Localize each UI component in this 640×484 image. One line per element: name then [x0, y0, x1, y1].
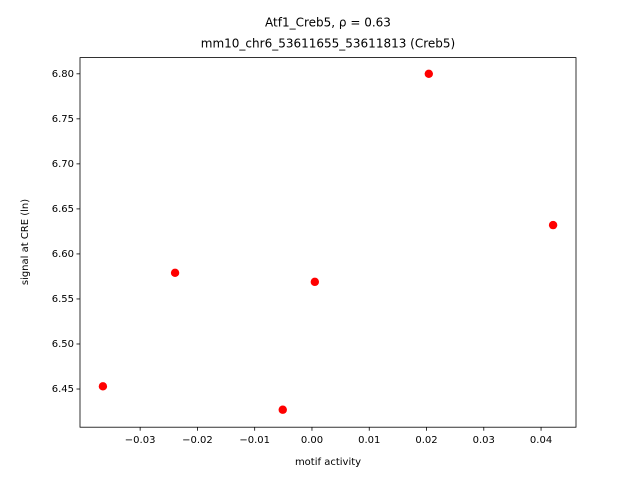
x-tick-label: −0.03: [125, 435, 156, 446]
y-axis-label: signal at CRE (ln): [20, 199, 31, 285]
y-tick-label: 6.45: [52, 384, 74, 395]
x-tick-label: 0.04: [530, 435, 552, 446]
x-tick-label: 0.00: [301, 435, 323, 446]
y-tick-label: 6.55: [52, 294, 74, 305]
y-tick-label: 6.50: [52, 339, 74, 350]
point: [278, 405, 287, 414]
x-axis-label: motif activity: [295, 457, 361, 468]
point: [98, 382, 108, 391]
plot-frame: [79, 57, 577, 428]
point: [424, 69, 434, 79]
x-tick-label: −0.01: [239, 435, 270, 446]
x-tick-label: 0.02: [415, 435, 437, 446]
x-tick-label: 0.03: [473, 435, 495, 446]
y-tick-label: 6.80: [52, 69, 74, 80]
y-tick-label: 6.60: [52, 249, 74, 260]
y-tick-label: 6.75: [52, 114, 74, 125]
point: [310, 277, 320, 287]
x-tick-label: −0.02: [182, 435, 213, 446]
chart-title: Atf1_Creb5, ρ = 0.63: [265, 16, 391, 30]
y-tick-label: 6.70: [52, 159, 74, 170]
chart-subtitle: mm10_chr6_53611655_53611813 (Creb5): [201, 37, 455, 51]
point: [170, 268, 180, 278]
x-tick-label: 0.01: [358, 435, 380, 446]
point: [548, 220, 558, 230]
y-tick-label: 6.65: [52, 204, 74, 215]
